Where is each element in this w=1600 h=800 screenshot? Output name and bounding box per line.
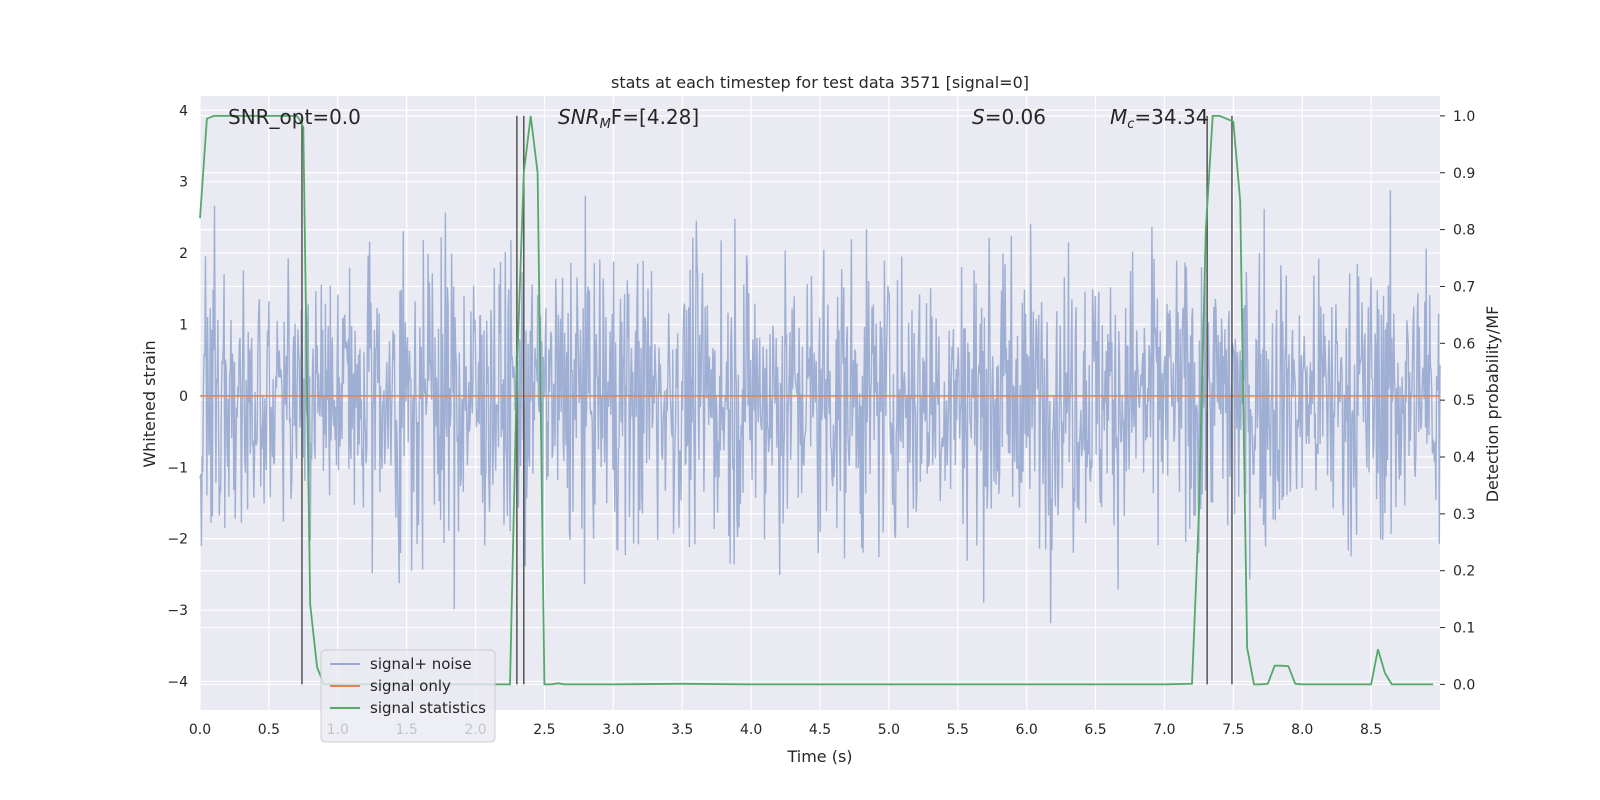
x-tick-label: 3.5 bbox=[671, 722, 693, 738]
y-right-tick-label: 0.9 bbox=[1453, 166, 1475, 182]
y-axis-right-label: Detection probability/MF bbox=[1483, 306, 1502, 503]
series-signal-noise bbox=[199, 190, 1441, 624]
signal-statistics-line bbox=[199, 115, 1434, 686]
y-right-tick-label: 1.0 bbox=[1453, 109, 1475, 125]
y-right-tick-label: 0.5 bbox=[1453, 393, 1475, 409]
x-tick-label: 5.5 bbox=[947, 722, 969, 738]
series-signal-statistics bbox=[199, 115, 1434, 686]
y-right-tick-label: 0.3 bbox=[1453, 507, 1475, 523]
snr-mf-sub: M bbox=[600, 117, 611, 132]
y-right-tick-label: 0.4 bbox=[1453, 450, 1475, 466]
noise-line bbox=[199, 190, 1441, 624]
y-left-tick-label: −3 bbox=[167, 603, 188, 619]
x-tick-label: 7.0 bbox=[1153, 722, 1175, 738]
y-right-tick-label: 0.1 bbox=[1453, 621, 1475, 637]
y-left-tick-label: 3 bbox=[179, 175, 188, 191]
legend-box bbox=[320, 649, 496, 743]
y-axis-left-ticks: 4 3 2 1 0 −1 −2 −3 −4 bbox=[167, 103, 188, 690]
x-tick-label: 6.0 bbox=[1016, 722, 1038, 738]
x-tick-label: 0.0 bbox=[189, 722, 211, 738]
x-tick-label: 5.0 bbox=[878, 722, 900, 738]
s-label: S bbox=[972, 105, 985, 129]
x-tick-label: 4.0 bbox=[740, 722, 762, 738]
legend: signal+ noise signal only signal statist… bbox=[320, 649, 496, 743]
x-tick-label: 3.0 bbox=[602, 722, 624, 738]
annotation-snr-mf: SNRMF=[4.28] bbox=[558, 105, 699, 132]
x-axis-label: Time (s) bbox=[786, 747, 852, 766]
y-left-tick-label: 2 bbox=[179, 246, 188, 262]
annotation-snr-opt: SNR_opt=0.0 bbox=[228, 105, 361, 129]
legend-label-signal-only: signal only bbox=[370, 677, 451, 695]
y-left-tick-label: 0 bbox=[179, 389, 188, 405]
y-right-tick-label: 0.8 bbox=[1453, 223, 1475, 239]
y-axis-right-ticks: 1.0 0.9 0.8 0.7 0.6 0.5 0.4 0.3 0.2 0.1 0.0 bbox=[1440, 109, 1475, 693]
snr-mf-rest: F=[4.28] bbox=[611, 105, 699, 129]
y-left-tick-label: −1 bbox=[167, 460, 188, 476]
x-tick-label: 4.5 bbox=[809, 722, 831, 738]
x-tick-label: 7.5 bbox=[1222, 722, 1244, 738]
mc-value: =34.34 bbox=[1134, 105, 1208, 129]
chart-title: stats at each timestep for test data 357… bbox=[611, 73, 1029, 92]
y-left-tick-label: −2 bbox=[167, 532, 188, 548]
y-left-tick-label: −4 bbox=[167, 674, 188, 690]
annotation-mc: Mc=34.34 bbox=[1110, 105, 1208, 132]
y-right-tick-label: 0.6 bbox=[1453, 336, 1475, 352]
annotation-s: S=0.06 bbox=[972, 105, 1046, 129]
x-tick-label: 6.5 bbox=[1084, 722, 1106, 738]
y-right-tick-label: 0.0 bbox=[1453, 677, 1475, 693]
y-axis-left-label: Whitened strain bbox=[140, 340, 159, 467]
legend-label-signal-noise: signal+ noise bbox=[370, 655, 472, 673]
y-right-tick-label: 0.2 bbox=[1453, 564, 1475, 580]
s-value: =0.06 bbox=[985, 105, 1046, 129]
x-tick-label: 0.5 bbox=[258, 722, 280, 738]
legend-label-signal-statistics: signal statistics bbox=[370, 699, 486, 717]
x-tick-label: 2.5 bbox=[533, 722, 555, 738]
x-tick-label: 8.5 bbox=[1360, 722, 1382, 738]
y-left-tick-label: 1 bbox=[179, 317, 188, 333]
mc-label: M bbox=[1110, 105, 1127, 129]
mc-sub: c bbox=[1127, 117, 1134, 132]
snr-mf-label: SNR bbox=[558, 105, 600, 129]
y-right-tick-label: 0.7 bbox=[1453, 279, 1475, 295]
x-tick-label: 8.0 bbox=[1291, 722, 1313, 738]
y-left-tick-label: 4 bbox=[179, 103, 188, 119]
